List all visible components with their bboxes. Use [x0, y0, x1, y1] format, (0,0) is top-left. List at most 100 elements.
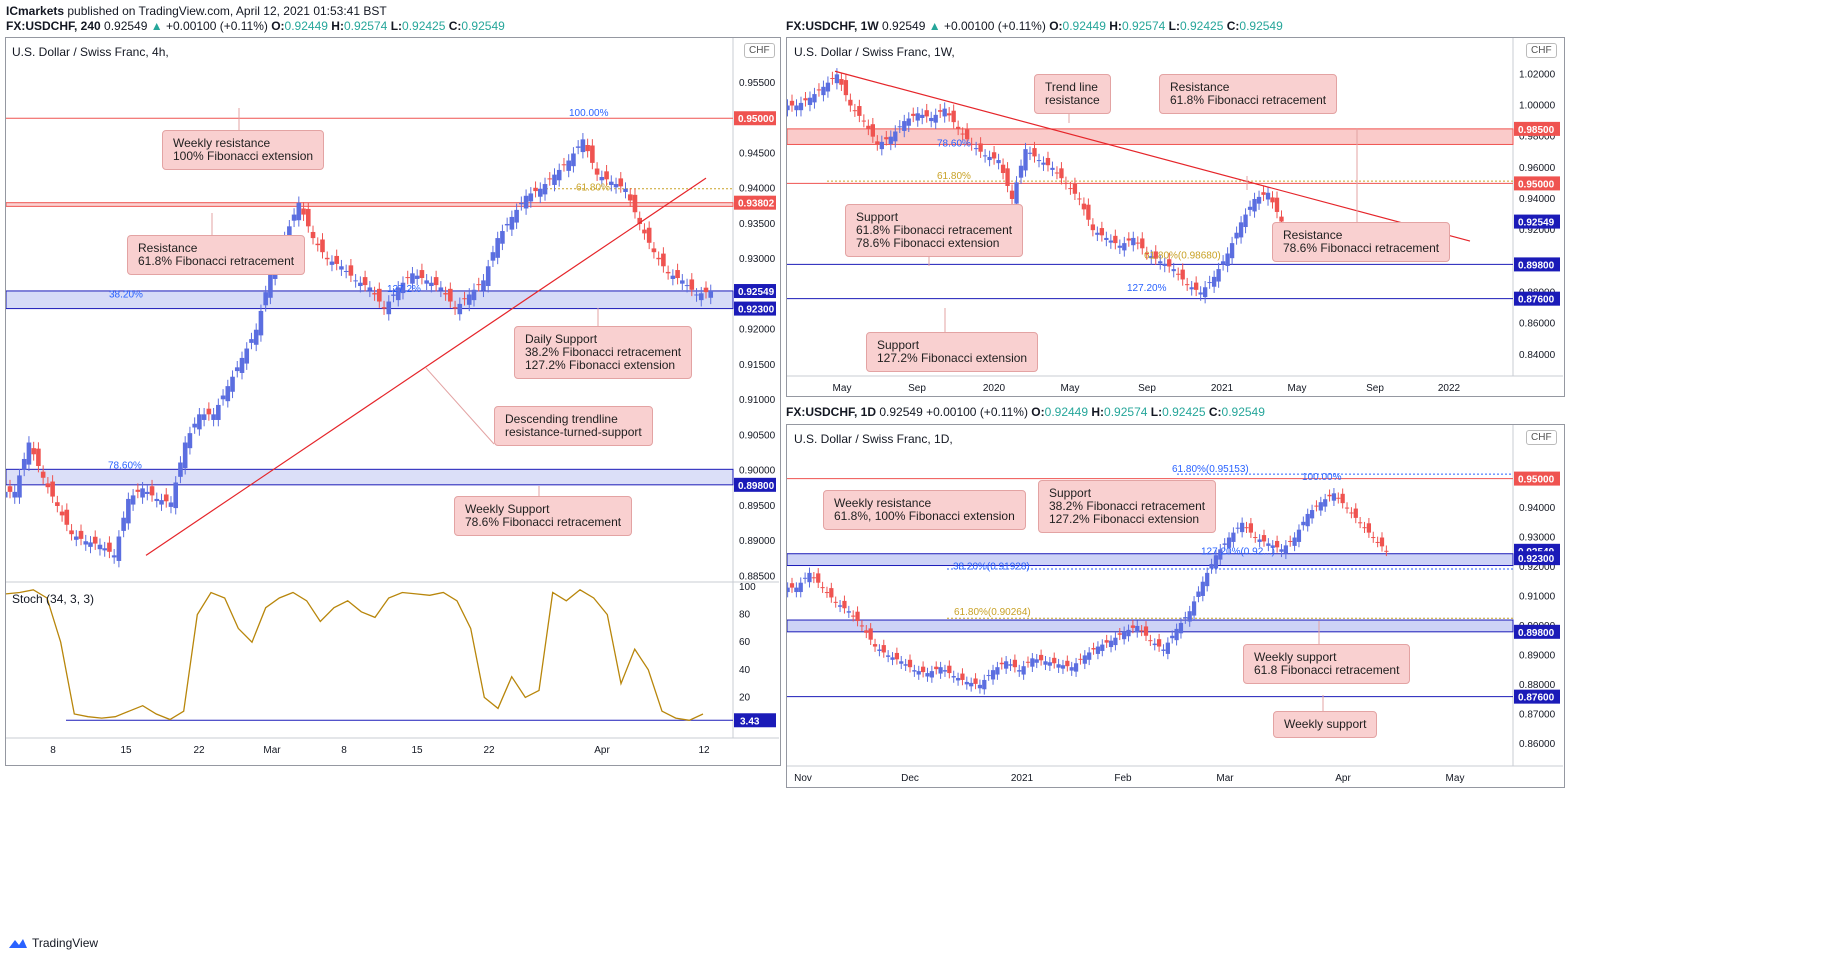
- candle-body: [121, 517, 126, 531]
- candle-body: [1021, 666, 1026, 675]
- annotation-weekly-resistance-daily: Weekly resistance 61.8%, 100% Fibonacci …: [823, 490, 1026, 530]
- rtop-currency-button[interactable]: CHF: [1526, 43, 1557, 58]
- candle-body: [872, 644, 878, 647]
- left-chart-panel[interactable]: [5, 37, 781, 766]
- candle-body: [816, 89, 822, 91]
- candle-body: [343, 270, 349, 272]
- candle-body: [140, 488, 145, 498]
- candle-body: [1170, 635, 1175, 639]
- candle-body: [547, 178, 553, 180]
- candle-body: [947, 113, 952, 116]
- stoch-y-tick: 100: [739, 582, 756, 593]
- price-tag-label: 0.92300: [1518, 554, 1555, 565]
- candle-body: [1153, 251, 1158, 259]
- candle-body: [1279, 549, 1284, 552]
- candle-body: [794, 587, 799, 593]
- candle-body: [1113, 235, 1118, 244]
- candle-body: [1216, 269, 1221, 282]
- candle-body: [999, 662, 1004, 665]
- candle-body: [857, 106, 862, 116]
- candle-body: [310, 231, 316, 239]
- tradingview-footer[interactable]: TradingView: [8, 936, 98, 950]
- y-tick-label: 0.91000: [1519, 591, 1556, 602]
- candle-body: [225, 386, 231, 402]
- candle-body: [1261, 535, 1267, 542]
- y-tick-label: 1.02000: [1519, 69, 1556, 80]
- left-symbol: FX:USDCHF, 240: [6, 19, 101, 33]
- candle-body: [168, 502, 174, 507]
- candle-body: [410, 273, 415, 284]
- left-currency-button[interactable]: CHF: [744, 43, 775, 58]
- rtop-high: 0.92574: [1121, 19, 1166, 33]
- rbot-currency-button[interactable]: CHF: [1526, 430, 1557, 445]
- candle-body: [911, 113, 916, 116]
- candle-body: [220, 395, 226, 400]
- candle-body: [481, 280, 486, 291]
- candle-body: [861, 120, 867, 122]
- price-tag: [734, 477, 776, 492]
- price-tag: [734, 111, 776, 126]
- candle-body: [1167, 259, 1172, 267]
- candle-body: [83, 541, 89, 545]
- stoch-y-tick: 40: [739, 665, 751, 676]
- candle-body: [1072, 183, 1078, 194]
- price-tag-label: 0.89800: [1518, 628, 1555, 639]
- rbot-chart-svg[interactable]: 0.950000.940000.930000.920000.910000.900…: [787, 425, 1563, 786]
- candle-body: [1185, 284, 1190, 286]
- x-tick-label: Apr: [1335, 773, 1351, 784]
- y-tick-label: 0.89000: [1519, 650, 1556, 661]
- candle-body: [414, 275, 420, 279]
- candle-body: [1270, 545, 1275, 548]
- annotation-weekly-resistance: Weekly resistance 100% Fibonacci extensi…: [162, 130, 325, 170]
- candle-body: [973, 678, 978, 684]
- candle-body: [890, 657, 895, 660]
- candle-body: [787, 105, 790, 111]
- candle-body: [358, 282, 363, 287]
- rtop-arrow: ▲: [928, 19, 941, 33]
- fib-label: 61.80%(0.90264): [954, 607, 1031, 618]
- rtop-chart-title: U.S. Dollar / Swiss Franc, 1W,: [794, 45, 955, 59]
- candle-body: [438, 287, 444, 291]
- candle-body: [12, 491, 18, 498]
- fib-label: 61.80%(0.98680): [1144, 251, 1221, 262]
- left-close: 0.92549: [461, 19, 505, 33]
- candle-body: [1162, 263, 1167, 266]
- candle-body: [116, 536, 122, 561]
- left-chart-title: U.S. Dollar / Swiss Franc, 4h,: [12, 45, 169, 59]
- candle-body: [7, 486, 13, 492]
- candle-body: [1017, 670, 1022, 672]
- candle-body: [230, 376, 235, 392]
- candle-body: [978, 143, 983, 152]
- candle-body: [1139, 630, 1144, 632]
- candle-body: [1235, 527, 1240, 529]
- left-chart-svg[interactable]: 0.95500 0.95000 0.94500 0.94000 0.93500 0.930…: [6, 38, 779, 764]
- author: ICmarkets: [6, 4, 65, 18]
- candle-body: [239, 357, 245, 373]
- price-tag: [734, 301, 776, 316]
- candle-body: [920, 666, 926, 673]
- candle-body: [1296, 529, 1302, 542]
- candle-body: [1358, 522, 1363, 524]
- price-tag: [1514, 551, 1560, 566]
- candle-body: [1379, 537, 1385, 547]
- candle-body: [1187, 611, 1192, 622]
- candle-body: [391, 294, 396, 296]
- candle-body: [1200, 581, 1205, 596]
- candle-body: [111, 555, 117, 558]
- x-tick-label: Dec: [901, 773, 919, 784]
- y-tick-label: 0.89500: [739, 501, 776, 512]
- candle-body: [912, 670, 917, 672]
- candle-body: [604, 171, 609, 180]
- candle-body: [1244, 527, 1249, 529]
- candle-body: [1180, 269, 1185, 280]
- candle-body: [1143, 626, 1149, 636]
- candle-body: [807, 97, 813, 105]
- resistance-zone-93802: [6, 202, 734, 207]
- candle-body: [837, 605, 843, 607]
- rtop-chart-svg[interactable]: 1.02000 1.00000 0.98000 0.96000 0.94000 0.920…: [787, 38, 1563, 395]
- rbot-symbol: FX:USDCHF, 1D: [786, 405, 877, 419]
- candle-body: [31, 448, 36, 455]
- candle-body: [811, 577, 816, 579]
- rtop-open: 0.92449: [1062, 19, 1106, 33]
- annotation-resistance-786: Resistance 78.6% Fibonacci retracement: [1272, 222, 1451, 262]
